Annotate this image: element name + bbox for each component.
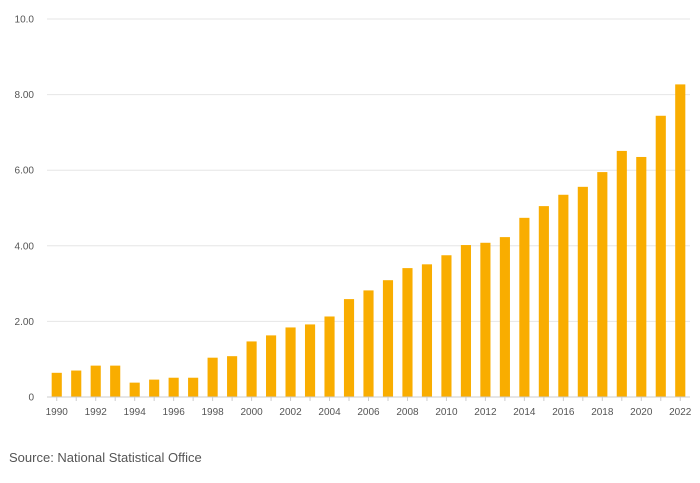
y-tick-label: 8.00: [15, 90, 35, 101]
y-tick-label: 2.00: [15, 317, 35, 328]
bar-2007: [382, 280, 394, 397]
bar-2015: [538, 206, 549, 397]
bar-2012: [480, 242, 491, 397]
bar-2000: [246, 341, 257, 397]
bar-2019: [616, 150, 627, 397]
bar-1995: [149, 379, 160, 397]
x-tick-label: 2008: [396, 407, 419, 418]
x-tick-label: 1998: [201, 407, 224, 418]
source-note: Source: National Statistical Office: [9, 450, 202, 465]
bar-2017: [577, 186, 588, 397]
bar-2022: [675, 84, 686, 398]
y-tick-label: 10.0: [15, 15, 35, 26]
gridlines: [47, 18, 690, 322]
bar-2001: [266, 335, 277, 397]
bar-1999: [227, 356, 238, 397]
x-tick-label: 1992: [85, 407, 108, 418]
bar-2006: [363, 290, 374, 397]
y-tick-label: 0: [28, 393, 34, 404]
bar-1993: [110, 365, 121, 397]
x-tick-label: 2014: [513, 407, 536, 418]
bar-2014: [519, 217, 530, 397]
bar-1992: [90, 365, 101, 397]
bars: [51, 84, 686, 398]
bar-1991: [71, 370, 82, 397]
y-tick-label: 6.00: [15, 166, 35, 177]
x-tick-label: 2004: [318, 407, 341, 418]
bar-2009: [421, 264, 433, 397]
bar-2002: [285, 327, 296, 397]
y-tick-label: 4.00: [15, 241, 35, 252]
bar-1990: [51, 372, 62, 397]
bar-2016: [558, 194, 569, 397]
bar-2021: [655, 115, 666, 397]
bar-2020: [636, 156, 647, 397]
x-tick-label: 1990: [46, 407, 69, 418]
x-tick-label: 2006: [357, 407, 380, 418]
bar-2008: [402, 268, 413, 397]
x-tick-label: 2012: [474, 407, 497, 418]
x-tick-label: 1994: [124, 407, 147, 418]
x-tick-label: 2018: [591, 407, 614, 418]
bar-1997: [188, 377, 199, 397]
bar-2013: [499, 237, 510, 397]
bar-2003: [304, 324, 316, 397]
x-tick-label: 2022: [669, 407, 692, 418]
bar-2011: [460, 245, 471, 397]
bar-1996: [168, 377, 179, 397]
y-axis-ticks: 0 2.00 4.00 6.00 8.00 10.0: [15, 15, 35, 404]
x-tick-label: 2020: [630, 407, 653, 418]
bar-1994: [129, 382, 140, 397]
bar-2005: [343, 299, 355, 397]
x-tick-label: 2000: [240, 407, 263, 418]
bar-2004: [324, 316, 335, 397]
x-tick-label: 2002: [279, 407, 302, 418]
x-axis-ticks: 1990 1992 1994 1996 1998 2000 2002 2004 2006 2008…: [46, 397, 692, 418]
bar-2010: [441, 255, 452, 397]
x-tick-label: 2016: [552, 407, 575, 418]
x-tick-label: 2010: [435, 407, 458, 418]
bar-2018: [597, 172, 608, 397]
bar-1998: [207, 357, 218, 397]
x-tick-label: 1996: [163, 407, 186, 418]
